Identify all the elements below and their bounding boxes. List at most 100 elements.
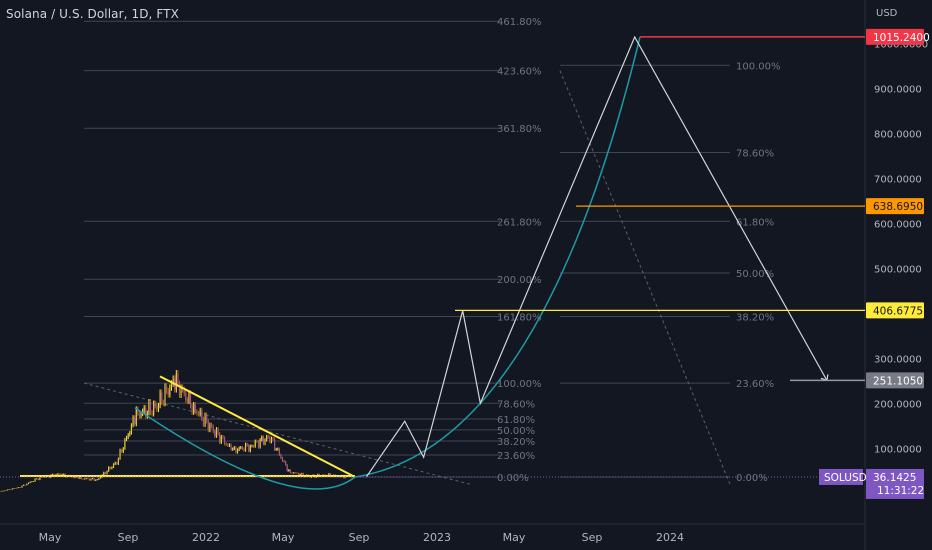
candle-body: [164, 386, 166, 404]
trend-drawings[interactable]: [0, 35, 865, 490]
candle-body: [329, 473, 332, 477]
candle-body: [189, 393, 192, 406]
last-price-symbol-bg: [819, 468, 863, 485]
candle-body: [202, 418, 205, 425]
currency-label: USD: [876, 8, 898, 19]
time-tick-label: Sep: [349, 531, 370, 544]
candle-body: [251, 446, 253, 447]
candle-body: [178, 383, 181, 396]
price-tick-label: 800.0000: [874, 130, 922, 141]
candle-body: [87, 478, 89, 480]
candle-body: [143, 407, 145, 412]
candle-body: [32, 481, 35, 482]
candle-body: [3, 490, 5, 492]
candle-body: [228, 444, 231, 446]
candle-body: [125, 437, 128, 440]
price-tag-251-bg: [866, 372, 924, 389]
candle-body: [90, 478, 92, 481]
candle-body: [6, 489, 9, 491]
candle-body: [11, 488, 13, 490]
candle-body: [157, 405, 160, 410]
fib-right-label: 78.60%: [736, 148, 774, 159]
candle-body: [289, 469, 292, 473]
candle-body: [96, 479, 98, 481]
candle-body: [149, 401, 152, 413]
candle-body: [56, 473, 58, 475]
candle-body: [114, 462, 116, 465]
candle-body: [243, 448, 245, 451]
candle-body: [175, 373, 177, 390]
price-tag-1015-bg: [866, 28, 924, 45]
candle-body: [124, 439, 126, 449]
candle-body: [266, 436, 268, 440]
candle-body: [18, 487, 20, 488]
candle-body: [93, 478, 95, 481]
candle-body: [230, 444, 232, 450]
candle-body: [246, 444, 248, 446]
candle-body: [106, 471, 108, 474]
price-tick-label: 200.0000: [874, 399, 922, 410]
descending-trendline[interactable]: [159, 375, 356, 478]
candle-body: [140, 413, 142, 417]
candle-body: [191, 405, 193, 413]
candle-body: [137, 408, 139, 414]
candle-body: [267, 436, 269, 438]
candle-body: [172, 378, 174, 384]
candle-body: [274, 438, 276, 450]
candle-body: [248, 445, 250, 452]
fib-left-label: 23.60%: [497, 451, 535, 462]
candle-body: [134, 417, 136, 425]
time-axis[interactable]: May Sep 2022 May Sep 2023 May Sep 2024: [39, 531, 684, 544]
candle-body: [135, 408, 137, 425]
fib-extension-left[interactable]: 0.00% 23.60% 38.20%50.00%61.80% 78.60% 100.0…: [84, 17, 542, 484]
candle-body: [121, 449, 123, 452]
candle-body: [256, 441, 258, 442]
fib-left-label: 423.60%: [497, 67, 542, 78]
price-tags: 1015.2400 638.6950 406.6775 251.1050 SOLUSD 3…: [819, 28, 930, 499]
candle-body: [286, 464, 288, 471]
candle-body: [196, 411, 198, 414]
fib-retracement-right[interactable]: 0.00% 23.60% 38.20% 50.00% 61.80% 78.60% 100.0…: [560, 61, 781, 484]
fib-right-label: 61.80%: [736, 217, 774, 228]
candle-body: [79, 477, 81, 479]
candle-body: [214, 431, 216, 437]
candle-body: [40, 476, 43, 478]
price-tick-label: 700.0000: [874, 175, 922, 186]
candle-body: [227, 444, 229, 446]
fib-left-label: 78.60%: [497, 399, 535, 410]
candle-body: [262, 437, 264, 444]
candle-body: [19, 487, 21, 488]
candle-body: [161, 392, 163, 403]
candle-body: [269, 437, 271, 442]
candle-body: [0, 490, 2, 492]
candle-body: [257, 441, 260, 448]
candle-body: [240, 447, 242, 448]
candle-body: [185, 393, 187, 401]
candle-body: [29, 481, 31, 483]
candle-body: [212, 426, 214, 432]
candle-body: [117, 458, 120, 465]
fib-left-label: 100.00%: [497, 379, 542, 390]
candle-body: [76, 476, 78, 478]
projection-path[interactable]: [365, 35, 828, 478]
candle-body: [241, 447, 243, 449]
candle-body: [71, 476, 73, 478]
parabolic-curve[interactable]: [134, 36, 641, 490]
dashed-diagonals: [83, 70, 731, 485]
price-axis[interactable]: 100.0000 200.0000 300.0000 500.0000 600.0000…: [874, 40, 928, 456]
fib-right-label: 38.20%: [736, 313, 774, 324]
fib-right-label: 50.00%: [736, 269, 774, 280]
candle-body: [235, 447, 237, 453]
candle-body: [270, 438, 273, 442]
candle-body: [23, 484, 25, 486]
candle-body: [197, 413, 200, 415]
candle-body: [283, 460, 285, 462]
candle-body: [14, 488, 17, 489]
candle-body: [10, 489, 12, 491]
candle-body: [254, 441, 256, 447]
candle-body: [166, 386, 168, 392]
fib-left-label: 0.00%: [497, 473, 529, 484]
candle-body: [16, 487, 18, 489]
candle-body: [77, 477, 79, 479]
